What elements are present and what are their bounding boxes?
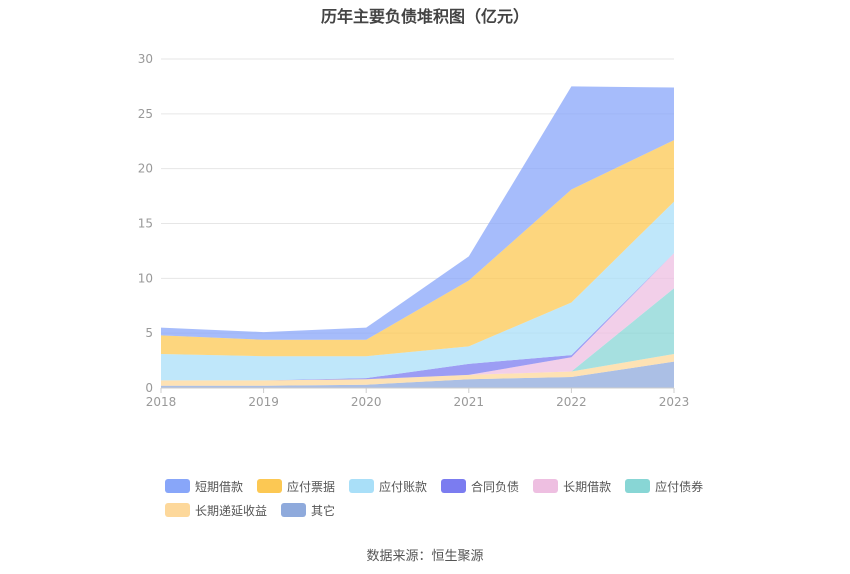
x-tick-label: 2023 <box>659 395 690 409</box>
area-series-长期递延收益 <box>161 354 674 386</box>
legend-item[interactable]: 合同负债 <box>441 478 519 495</box>
legend-item[interactable]: 其它 <box>281 502 335 519</box>
legend-swatch <box>441 479 467 493</box>
y-tick-label: 10 <box>138 271 153 285</box>
area-series-应付票据 <box>161 140 674 357</box>
y-tick-label: 0 <box>145 381 153 395</box>
legend-label: 长期借款 <box>563 479 612 494</box>
legend-label: 应付债券 <box>655 479 704 494</box>
legend-item[interactable]: 长期借款 <box>533 478 611 495</box>
legend: 短期借款 应付票据 应付账款 合同负债 长期借款 应付债券 长期递延收益 其它 <box>165 474 725 522</box>
x-tick-label: 2019 <box>248 395 279 409</box>
chart-title: 历年主要负债堆积图（亿元） <box>320 7 529 26</box>
stacked-area-chart: 0 5 10 15 20 25 30 2018 2019 2020 2021 2022 2023 <box>138 52 690 409</box>
data-source: 数据来源：恒生聚源 <box>366 549 484 564</box>
y-tick-label: 20 <box>138 162 153 176</box>
y-tick-label: 15 <box>138 217 153 231</box>
legend-row-2: 长期递延收益 其它 <box>165 498 725 522</box>
legend-swatch <box>533 479 559 493</box>
legend-swatch <box>625 479 651 493</box>
legend-label: 短期借款 <box>195 479 244 494</box>
legend-label: 合同负债 <box>471 479 520 494</box>
x-tick-label: 2021 <box>454 395 485 409</box>
legend-item[interactable]: 应付账款 <box>349 478 427 495</box>
legend-label: 其它 <box>311 503 336 518</box>
area-series-其它 <box>161 361 674 388</box>
legend-item[interactable]: 长期递延收益 <box>165 502 267 519</box>
legend-label: 长期递延收益 <box>195 503 268 518</box>
legend-swatch <box>281 503 307 517</box>
x-tick-label: 2018 <box>146 395 177 409</box>
area-series-应付账款 <box>161 201 674 381</box>
legend-label: 应付账款 <box>379 479 428 494</box>
legend-swatch <box>165 503 190 517</box>
legend-item[interactable]: 应付票据 <box>257 478 335 495</box>
x-tick-label: 2022 <box>556 395 587 409</box>
legend-swatch <box>349 479 375 493</box>
legend-row-1: 短期借款 应付票据 应付账款 合同负债 长期借款 应付债券 <box>165 474 725 498</box>
y-tick-label: 5 <box>145 326 153 340</box>
legend-item[interactable]: 应付债券 <box>625 478 703 495</box>
axes: 0 5 10 15 20 25 30 2018 2019 2020 2021 2022 2023 <box>138 52 690 409</box>
legend-item[interactable]: 短期借款 <box>165 478 243 495</box>
area-series-group <box>161 86 674 388</box>
legend-swatch <box>257 479 283 493</box>
y-tick-label: 30 <box>138 52 153 66</box>
legend-swatch <box>165 479 190 493</box>
x-tick-label: 2020 <box>351 395 382 409</box>
area-series-短期借款 <box>161 86 674 340</box>
legend-label: 应付票据 <box>287 479 336 494</box>
y-tick-label: 25 <box>138 107 153 121</box>
